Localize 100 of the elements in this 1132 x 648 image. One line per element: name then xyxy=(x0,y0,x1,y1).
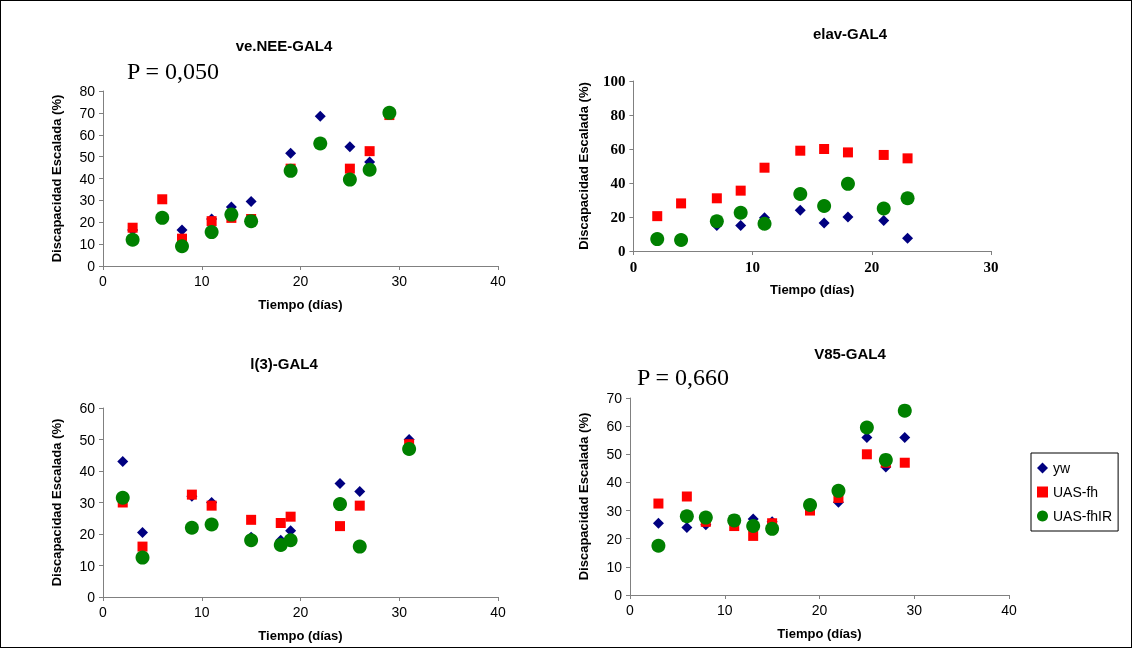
point xyxy=(175,239,189,254)
point xyxy=(840,176,855,191)
point xyxy=(681,491,692,502)
point xyxy=(352,539,367,554)
point xyxy=(652,211,663,222)
point xyxy=(334,478,346,490)
y-tick-label: 40 xyxy=(79,463,96,479)
point xyxy=(878,149,889,160)
chart-title: ve.NEE-GAL4 xyxy=(235,37,333,54)
y-tick-label: 60 xyxy=(79,126,96,143)
y-tick-label: 50 xyxy=(79,431,96,448)
point xyxy=(137,541,148,552)
x-tick-label: 10 xyxy=(745,258,761,275)
point xyxy=(899,431,911,443)
chart-title: V85-GAL4 xyxy=(814,345,887,362)
point xyxy=(897,403,912,418)
point xyxy=(794,204,806,216)
point xyxy=(285,511,296,522)
point xyxy=(902,153,913,164)
point xyxy=(900,191,915,206)
x-tick-label: 20 xyxy=(864,258,880,275)
point xyxy=(679,509,694,524)
y-tick-label: 40 xyxy=(610,175,626,191)
point xyxy=(709,214,724,229)
x-tick-label: 0 xyxy=(629,258,638,275)
point xyxy=(314,110,326,122)
point xyxy=(650,232,665,247)
x-tick-label: 40 xyxy=(1001,602,1017,618)
x-tick-label: 10 xyxy=(193,604,210,620)
x-tick-label: 30 xyxy=(391,273,408,289)
y-tick-label: 20 xyxy=(610,209,626,225)
y-tick-label: 10 xyxy=(606,558,623,575)
point xyxy=(733,205,748,220)
y-tick-label: 60 xyxy=(606,418,623,435)
point xyxy=(354,485,366,497)
y-tick-label: 60 xyxy=(610,141,626,157)
point xyxy=(283,533,298,548)
point xyxy=(155,210,170,225)
point xyxy=(244,214,259,229)
y-tick-label: 70 xyxy=(79,104,96,121)
y-axis-title: Discapacidad Escalada (%) xyxy=(576,82,591,250)
y-axis-title: Discapacidad Escalada (%) xyxy=(49,418,64,587)
point xyxy=(765,521,780,536)
point xyxy=(157,194,168,205)
point xyxy=(698,510,713,525)
point xyxy=(652,517,664,529)
y-tick-label: 40 xyxy=(79,170,96,187)
point xyxy=(117,456,129,468)
point xyxy=(653,498,664,509)
y-tick-label: 20 xyxy=(79,526,96,542)
y-tick-label: 50 xyxy=(606,446,623,463)
point xyxy=(859,420,874,435)
point xyxy=(651,538,666,553)
x-tick-label: 10 xyxy=(716,602,733,618)
point xyxy=(735,220,747,231)
y-axis-title: Discapacidad Escalada (%) xyxy=(576,412,591,581)
point xyxy=(335,521,345,532)
point xyxy=(735,185,746,196)
point xyxy=(285,147,297,159)
y-tick-label: 20 xyxy=(79,214,96,231)
x-tick-label: 40 xyxy=(490,604,506,620)
x-tick-label: 20 xyxy=(292,604,309,620)
point xyxy=(876,201,891,216)
point xyxy=(878,452,893,467)
point xyxy=(757,216,772,231)
point xyxy=(364,146,375,157)
point xyxy=(115,490,130,505)
point xyxy=(245,195,257,207)
point xyxy=(711,193,722,204)
point xyxy=(125,232,140,247)
chart-title: l(3)-GAL4 xyxy=(250,355,319,372)
text: P = 0,660 xyxy=(637,364,729,390)
x-tick-label: 0 xyxy=(99,604,108,620)
y-tick-label: 10 xyxy=(79,236,96,253)
point xyxy=(244,533,259,548)
point xyxy=(342,172,357,187)
y-axis-title: Discapacidad Escalada (%) xyxy=(49,94,64,263)
point xyxy=(402,441,417,456)
point xyxy=(333,497,347,512)
x-tick-label: 40 xyxy=(490,273,506,289)
point xyxy=(803,497,818,512)
x-axis-title: Tiempo (días) xyxy=(777,626,862,641)
point xyxy=(861,449,872,460)
point xyxy=(313,136,328,151)
point xyxy=(819,144,830,154)
x-tick-label: 30 xyxy=(906,602,923,618)
legend-label: UAS-fh xyxy=(1053,484,1099,500)
y-tick-label: 70 xyxy=(606,390,623,406)
x-tick-label: 30 xyxy=(391,604,408,620)
point xyxy=(354,500,365,511)
point xyxy=(759,162,770,173)
point xyxy=(224,207,239,222)
x-axis-title: Tiempo (días) xyxy=(258,297,343,312)
point xyxy=(382,105,397,120)
point xyxy=(676,198,687,209)
y-tick-label: 0 xyxy=(617,243,626,259)
y-tick-label: 40 xyxy=(606,474,623,491)
point xyxy=(344,141,356,153)
point xyxy=(899,457,910,468)
y-tick-label: 30 xyxy=(79,192,96,209)
